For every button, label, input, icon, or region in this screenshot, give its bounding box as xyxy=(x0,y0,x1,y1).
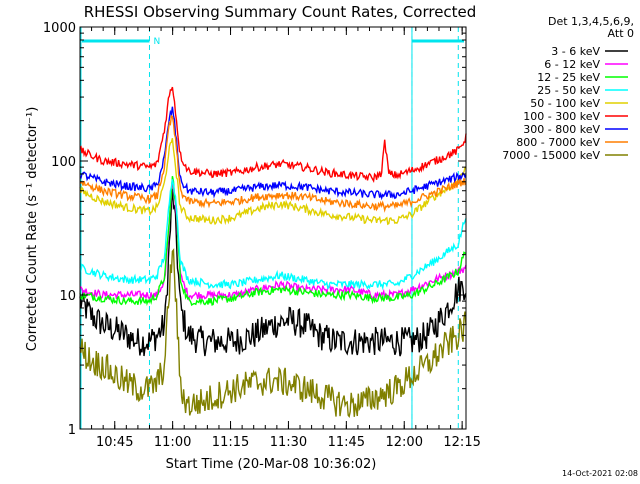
chart-title: RHESSI Observing Summary Count Rates, Co… xyxy=(84,3,477,21)
legend-label: 50 - 100 keV xyxy=(530,97,600,110)
night-marker-label: N xyxy=(153,37,160,47)
plot-frame xyxy=(79,26,467,430)
series-line xyxy=(79,188,467,357)
series-line xyxy=(79,178,467,302)
x-tick-label: 12:15 xyxy=(443,435,480,450)
legend-label: 3 - 6 keV xyxy=(551,45,600,58)
x-tick-label: 11:00 xyxy=(154,435,191,450)
legend-label: 25 - 50 keV xyxy=(537,84,600,97)
legend-label: 100 - 300 keV xyxy=(523,110,600,123)
timestamp-label: 14-Oct-2021 02:08 xyxy=(562,469,638,478)
y-tick-label: 1000 xyxy=(43,21,76,36)
legend-label: 7000 - 15000 keV xyxy=(502,149,600,162)
y-tick-label: 100 xyxy=(51,155,76,170)
x-tick-label: 10:45 xyxy=(96,435,133,450)
legend-label: 12 - 25 keV xyxy=(537,71,600,84)
x-tick-label: 12:00 xyxy=(386,435,423,450)
x-axis-label: Start Time (20-Mar-08 10:36:02) xyxy=(166,457,377,472)
x-tick-label: 11:15 xyxy=(212,435,249,450)
legend-label: 300 - 800 keV xyxy=(523,123,600,136)
series-line xyxy=(79,106,467,201)
legend-label: 6 - 12 keV xyxy=(544,58,600,71)
axes: 1 10 100 1000 10:45 11:00 11:15 11:30 11:45 12:00… xyxy=(43,21,481,450)
y-tick-label: 1 xyxy=(68,423,76,438)
legend-header: Det 1,3,4,5,6,9, xyxy=(548,15,634,28)
x-tick-label: 11:30 xyxy=(270,435,307,450)
series-line xyxy=(79,179,467,291)
series-line xyxy=(79,114,467,213)
series-line xyxy=(79,176,467,307)
legend-label: 800 - 7000 keV xyxy=(516,136,600,149)
series-line xyxy=(79,248,467,418)
y-axis-label: Corrected Count Rate (s⁻¹ detector⁻¹) xyxy=(25,107,40,352)
series-layer xyxy=(79,86,467,418)
night-flags: N xyxy=(80,27,464,429)
series-line xyxy=(79,138,467,226)
series-line xyxy=(79,86,467,183)
legend-header: Att 0 xyxy=(608,27,634,40)
x-tick-label: 11:45 xyxy=(328,435,365,450)
y-tick-label: 10 xyxy=(59,289,76,304)
